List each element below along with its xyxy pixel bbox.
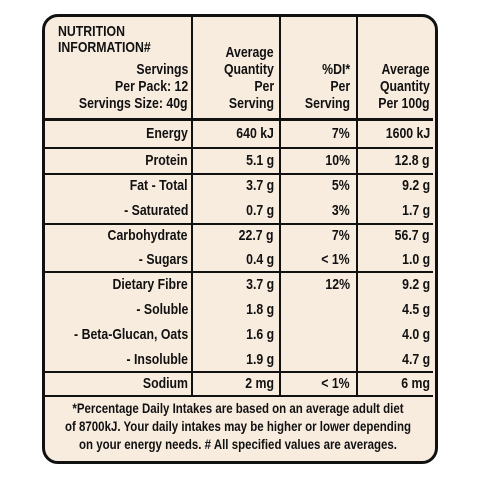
nutrient-value: < 1% bbox=[321, 251, 350, 268]
column-header: Quantity bbox=[380, 78, 430, 95]
nutrient-value: 3% bbox=[332, 202, 350, 219]
nutrient-value: 1.0 g bbox=[401, 251, 430, 268]
rule bbox=[43, 223, 433, 225]
column-header: Serving bbox=[304, 95, 350, 112]
nutrient-value: 640 kJ bbox=[236, 125, 274, 142]
rule bbox=[279, 16, 281, 396]
nutrient-label: - Insoluble bbox=[126, 351, 189, 368]
serving-info: Per Pack: 12 bbox=[114, 78, 188, 95]
nutrient-label: Fat - Total bbox=[130, 177, 188, 194]
nutrient-value: 56.7 g bbox=[395, 227, 430, 244]
nutrient-label: Dietary Fibre bbox=[112, 276, 188, 293]
nutrient-label: Sodium bbox=[142, 375, 188, 392]
nutrient-value: 1600 kJ bbox=[385, 125, 430, 142]
column-header: Serving bbox=[228, 95, 274, 112]
rule bbox=[43, 118, 433, 121]
nutrient-value: 5% bbox=[332, 177, 350, 194]
nutrient-value: 0.7 g bbox=[245, 202, 274, 219]
nutrient-label: Protein bbox=[145, 152, 188, 169]
nutrient-value: 1.8 g bbox=[245, 301, 274, 318]
nutrient-value: 1.9 g bbox=[245, 351, 274, 368]
header-title: INFORMATION# bbox=[58, 39, 151, 56]
column-header: %DI* bbox=[321, 61, 350, 78]
nutrient-value: 12% bbox=[325, 276, 350, 293]
rule bbox=[356, 16, 358, 396]
column-header: Quantity bbox=[224, 61, 274, 78]
footnote: of 8700kJ. Your daily intakes may be hig… bbox=[64, 418, 412, 434]
footnote: *Percentage Daily Intakes are based on a… bbox=[72, 400, 404, 416]
column-header: Per 100g bbox=[378, 95, 430, 112]
nutrient-value: 6 mg bbox=[401, 375, 430, 392]
nutrient-label: Energy bbox=[146, 125, 188, 142]
rule bbox=[43, 371, 433, 373]
nutrient-value: 1.7 g bbox=[401, 202, 430, 219]
nutrient-value: 4.5 g bbox=[401, 301, 430, 318]
nutrient-value: 4.0 g bbox=[401, 326, 430, 343]
rule bbox=[43, 147, 433, 149]
rule bbox=[191, 16, 193, 396]
nutrient-value: < 1% bbox=[321, 375, 350, 392]
nutrition-panel bbox=[42, 14, 438, 464]
nutrient-label: Carbohydrate bbox=[108, 227, 188, 244]
nutrient-value: 2 mg bbox=[245, 375, 274, 392]
header-title: NUTRITION bbox=[58, 23, 125, 40]
nutrient-value: 0.4 g bbox=[245, 251, 274, 268]
serving-info: Servings bbox=[136, 61, 188, 78]
serving-info: Servings Size: 40g bbox=[79, 95, 188, 112]
nutrient-value: 7% bbox=[332, 227, 350, 244]
nutrient-value: 5.1 g bbox=[245, 152, 274, 169]
rule bbox=[43, 271, 433, 273]
column-header: Average bbox=[381, 61, 430, 78]
rule bbox=[43, 173, 433, 175]
nutrient-value: 3.7 g bbox=[245, 177, 274, 194]
nutrient-value: 7% bbox=[332, 125, 350, 142]
nutrient-value: 12.8 g bbox=[395, 152, 430, 169]
column-header: Per bbox=[330, 78, 350, 95]
nutrient-value: 1.6 g bbox=[245, 326, 274, 343]
footnote: on your energy needs. # All specified va… bbox=[79, 436, 397, 452]
nutrient-label: - Beta-Glucan, Oats bbox=[73, 326, 188, 343]
nutrient-value: 9.2 g bbox=[401, 276, 430, 293]
nutrient-value: 3.7 g bbox=[245, 276, 274, 293]
column-header: Per bbox=[254, 78, 274, 95]
nutrient-value: 4.7 g bbox=[401, 351, 430, 368]
nutrient-label: - Soluble bbox=[136, 301, 188, 318]
rule bbox=[43, 395, 433, 397]
nutrient-value: 9.2 g bbox=[401, 177, 430, 194]
column-header: Average bbox=[225, 44, 274, 61]
nutrient-value: 22.7 g bbox=[239, 227, 274, 244]
nutrient-label: - Saturated bbox=[123, 202, 188, 219]
nutrient-value: 10% bbox=[325, 152, 350, 169]
nutrient-label: - Sugars bbox=[138, 251, 188, 268]
